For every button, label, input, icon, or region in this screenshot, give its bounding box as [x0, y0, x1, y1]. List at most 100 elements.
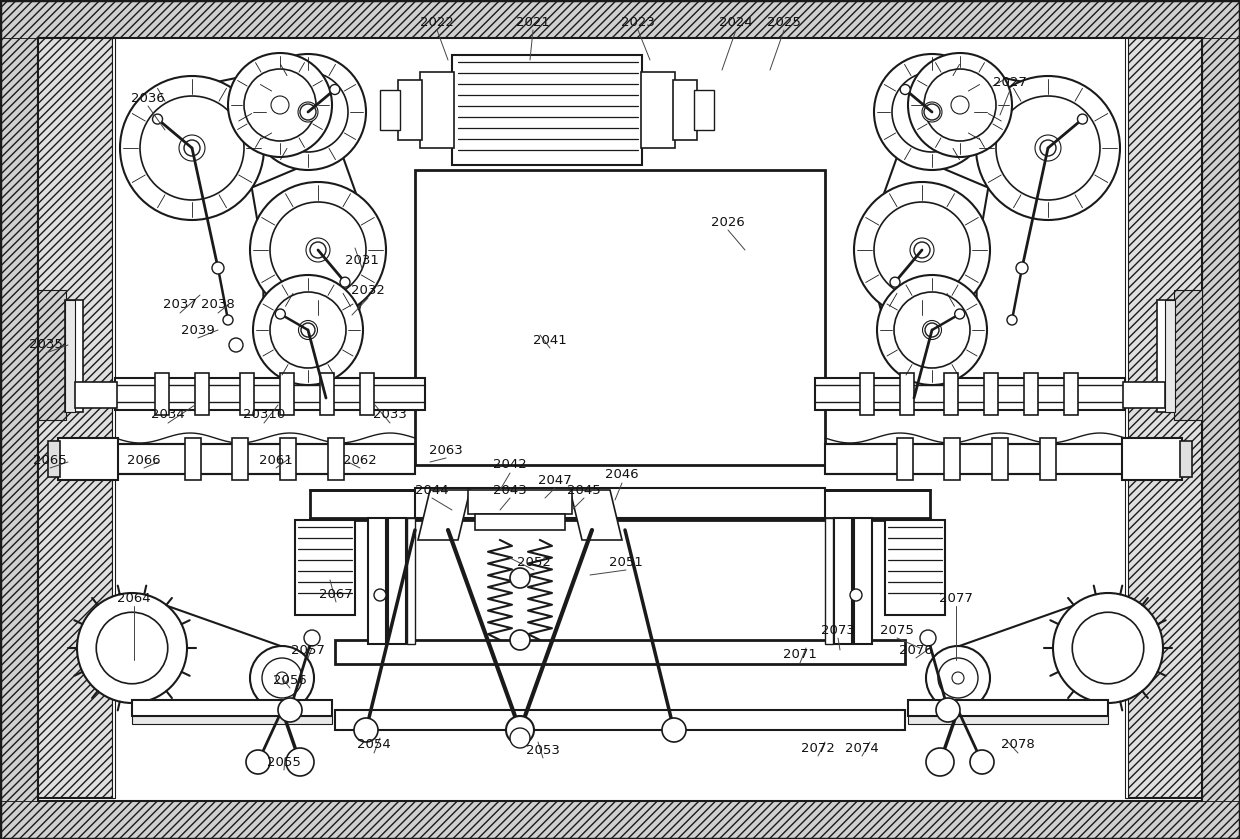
- Text: 2065: 2065: [33, 454, 67, 466]
- Bar: [74, 382, 117, 408]
- Circle shape: [1040, 140, 1056, 156]
- Circle shape: [1078, 114, 1087, 124]
- Bar: [908, 700, 1109, 716]
- Circle shape: [228, 53, 332, 157]
- Text: 2062: 2062: [343, 454, 377, 466]
- Text: 2078: 2078: [1001, 738, 1035, 752]
- Circle shape: [223, 315, 233, 325]
- Circle shape: [268, 72, 348, 152]
- Circle shape: [510, 568, 529, 588]
- Bar: [1166, 300, 1176, 412]
- Text: 2045: 2045: [567, 483, 601, 497]
- Text: 20310: 20310: [243, 409, 285, 421]
- Circle shape: [877, 275, 987, 385]
- Polygon shape: [570, 490, 622, 540]
- Bar: [360, 373, 374, 415]
- Bar: [885, 520, 945, 615]
- Circle shape: [924, 69, 996, 141]
- Circle shape: [300, 104, 316, 120]
- Circle shape: [510, 728, 529, 748]
- Bar: [897, 438, 913, 480]
- Bar: [295, 520, 355, 615]
- Text: 2071: 2071: [784, 649, 817, 661]
- Bar: [388, 518, 405, 644]
- Text: 2072: 2072: [801, 742, 835, 754]
- Circle shape: [299, 320, 317, 340]
- Circle shape: [510, 630, 529, 650]
- Text: 2023: 2023: [621, 15, 655, 29]
- Circle shape: [270, 202, 366, 298]
- Circle shape: [1016, 262, 1028, 274]
- Bar: [1127, 38, 1202, 798]
- Bar: [1123, 382, 1166, 408]
- Circle shape: [926, 748, 954, 776]
- Bar: [475, 514, 565, 530]
- Circle shape: [374, 589, 386, 601]
- Bar: [112, 38, 115, 798]
- Circle shape: [140, 96, 244, 200]
- Bar: [280, 438, 296, 480]
- Text: 2051: 2051: [609, 555, 642, 569]
- Circle shape: [306, 238, 330, 262]
- Bar: [398, 80, 422, 140]
- Circle shape: [996, 96, 1100, 200]
- Bar: [115, 444, 415, 474]
- Circle shape: [924, 104, 940, 120]
- Bar: [0, 38, 38, 801]
- Text: 2034: 2034: [151, 409, 185, 421]
- Bar: [329, 438, 343, 480]
- Text: 2027: 2027: [993, 76, 1027, 88]
- Bar: [38, 290, 66, 420]
- Bar: [131, 716, 332, 724]
- Circle shape: [298, 102, 317, 122]
- Text: 2075: 2075: [880, 623, 914, 637]
- Circle shape: [244, 69, 316, 141]
- Text: 2035: 2035: [29, 338, 63, 352]
- Circle shape: [952, 672, 963, 684]
- Circle shape: [278, 698, 303, 722]
- Text: 2073: 2073: [821, 623, 854, 637]
- Text: 2036: 2036: [131, 91, 165, 105]
- Text: 2047: 2047: [538, 473, 572, 487]
- Circle shape: [970, 750, 994, 774]
- Circle shape: [272, 96, 289, 114]
- Bar: [0, 801, 1240, 839]
- Circle shape: [179, 135, 205, 161]
- Bar: [673, 80, 697, 140]
- Circle shape: [286, 748, 314, 776]
- Bar: [368, 518, 386, 644]
- Bar: [944, 373, 959, 415]
- Circle shape: [97, 612, 167, 684]
- Bar: [854, 518, 872, 644]
- Circle shape: [275, 309, 285, 319]
- Bar: [115, 378, 425, 410]
- Bar: [64, 300, 74, 412]
- Circle shape: [184, 140, 200, 156]
- Bar: [1024, 373, 1038, 415]
- Circle shape: [270, 292, 346, 368]
- Bar: [415, 488, 825, 518]
- Circle shape: [890, 277, 900, 287]
- Text: 2064: 2064: [118, 591, 151, 605]
- Bar: [320, 373, 334, 415]
- Text: 2042: 2042: [494, 458, 527, 472]
- Text: 2076: 2076: [899, 644, 932, 656]
- Circle shape: [506, 716, 534, 744]
- Text: 2033: 2033: [373, 409, 407, 421]
- Circle shape: [894, 292, 970, 368]
- Circle shape: [77, 593, 187, 703]
- Circle shape: [153, 114, 162, 124]
- Circle shape: [849, 589, 862, 601]
- Circle shape: [900, 85, 910, 95]
- Bar: [1125, 38, 1128, 798]
- Text: 2067: 2067: [319, 587, 353, 601]
- Bar: [835, 518, 852, 644]
- Bar: [1174, 290, 1202, 420]
- Circle shape: [892, 72, 972, 152]
- Bar: [1122, 438, 1182, 480]
- Text: 2066: 2066: [128, 454, 161, 466]
- Bar: [131, 700, 332, 716]
- Text: 2052: 2052: [517, 555, 551, 569]
- Circle shape: [874, 202, 970, 298]
- Circle shape: [662, 718, 686, 742]
